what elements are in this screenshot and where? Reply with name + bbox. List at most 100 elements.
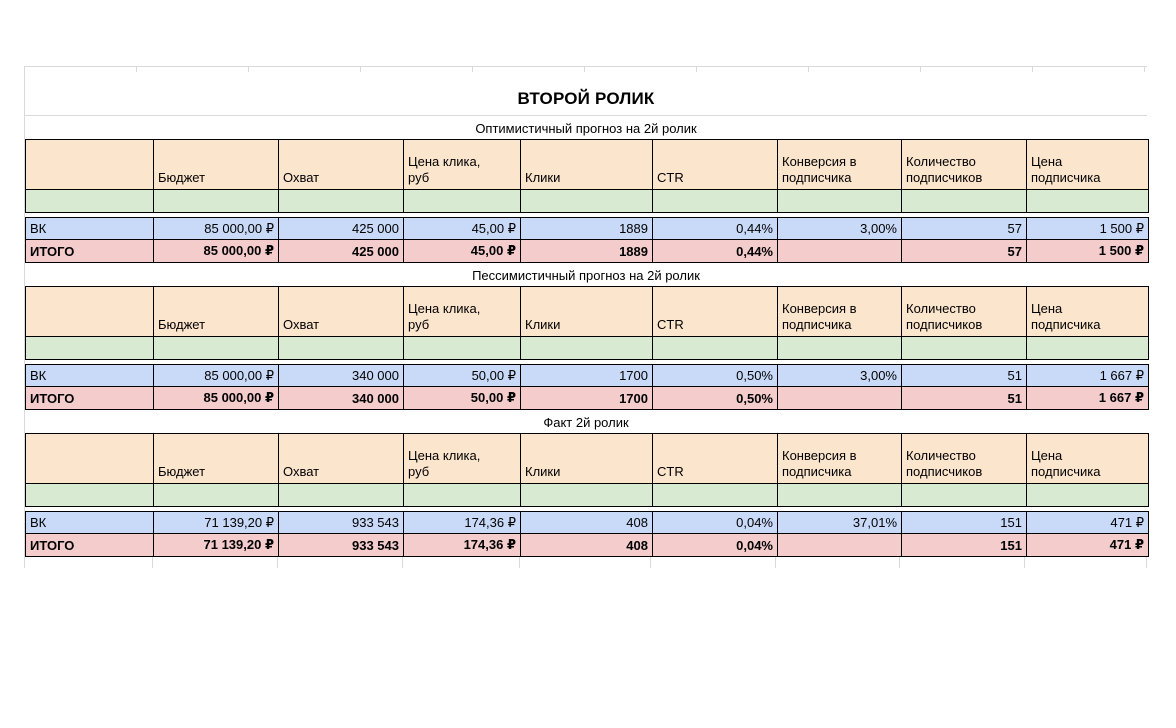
- row-label-cell[interactable]: ВК: [25, 364, 154, 387]
- header-cell-conversion[interactable]: Конверсия в подписчика: [777, 139, 902, 190]
- header-cell-subscribers[interactable]: Количество подписчиков: [901, 433, 1027, 484]
- data-cell-cpc[interactable]: 174,36 ₽: [403, 511, 521, 534]
- data-cell-conversion[interactable]: [777, 239, 902, 263]
- header-cell-subscribers[interactable]: Количество подписчиков: [901, 139, 1027, 190]
- empty-cell[interactable]: [278, 336, 404, 360]
- empty-cell[interactable]: [901, 336, 1027, 360]
- header-cell-ctr[interactable]: CTR: [652, 433, 778, 484]
- data-cell-conversion[interactable]: [777, 386, 902, 410]
- data-cell-conversion[interactable]: 3,00%: [777, 217, 902, 240]
- header-cell-budget[interactable]: Бюджет: [153, 139, 279, 190]
- header-cell-clicks[interactable]: Клики: [520, 433, 653, 484]
- data-cell-subscribers[interactable]: 151: [901, 511, 1027, 534]
- data-cell-clicks[interactable]: 408: [520, 533, 653, 557]
- data-cell-clicks[interactable]: 1700: [520, 364, 653, 387]
- empty-cell[interactable]: [25, 483, 154, 507]
- data-cell-subscribers[interactable]: 51: [901, 386, 1027, 410]
- data-cell-cpc[interactable]: 50,00 ₽: [403, 364, 521, 387]
- header-cell-cpc[interactable]: Цена клика, руб: [403, 139, 521, 190]
- empty-cell[interactable]: [278, 189, 404, 213]
- empty-cell[interactable]: [1026, 336, 1149, 360]
- data-cell-clicks[interactable]: 1889: [520, 239, 653, 263]
- header-cell-conversion[interactable]: Конверсия в подписчика: [777, 286, 902, 337]
- data-cell-budget[interactable]: 71 139,20 ₽: [153, 533, 279, 557]
- data-cell-conversion[interactable]: [777, 533, 902, 557]
- header-cell-conversion[interactable]: Конверсия в подписчика: [777, 433, 902, 484]
- empty-cell[interactable]: [777, 189, 902, 213]
- header-cell-cpc[interactable]: Цена клика, руб: [403, 286, 521, 337]
- empty-cell[interactable]: [403, 483, 521, 507]
- empty-cell[interactable]: [901, 483, 1027, 507]
- data-cell-budget[interactable]: 85 000,00 ₽: [153, 364, 279, 387]
- data-cell-budget[interactable]: 85 000,00 ₽: [153, 239, 279, 263]
- empty-cell[interactable]: [25, 336, 154, 360]
- data-cell-reach[interactable]: 933 543: [278, 533, 404, 557]
- data-cell-ctr[interactable]: 0,50%: [652, 386, 778, 410]
- data-cell-reach[interactable]: 425 000: [278, 217, 404, 240]
- empty-cell[interactable]: [777, 483, 902, 507]
- header-cell-blank[interactable]: [25, 433, 154, 484]
- empty-cell[interactable]: [520, 189, 653, 213]
- empty-cell[interactable]: [153, 189, 279, 213]
- data-cell-ctr[interactable]: 0,04%: [652, 511, 778, 534]
- empty-cell[interactable]: [652, 483, 778, 507]
- data-cell-cpc[interactable]: 45,00 ₽: [403, 239, 521, 263]
- row-label-cell[interactable]: ИТОГО: [25, 386, 154, 410]
- data-cell-cpc[interactable]: 174,36 ₽: [403, 533, 521, 557]
- header-cell-blank[interactable]: [25, 139, 154, 190]
- data-cell-clicks[interactable]: 1889: [520, 217, 653, 240]
- data-cell-subscribers[interactable]: 57: [901, 239, 1027, 263]
- data-cell-ctr[interactable]: 0,44%: [652, 217, 778, 240]
- empty-cell[interactable]: [1026, 483, 1149, 507]
- header-cell-clicks[interactable]: Клики: [520, 139, 653, 190]
- header-cell-cost-per-subscriber[interactable]: Цена подписчика: [1026, 433, 1149, 484]
- data-cell-subscribers[interactable]: 151: [901, 533, 1027, 557]
- header-cell-reach[interactable]: Охват: [278, 433, 404, 484]
- empty-cell[interactable]: [652, 336, 778, 360]
- row-label-cell[interactable]: ИТОГО: [25, 239, 154, 263]
- data-cell-clicks[interactable]: 1700: [520, 386, 653, 410]
- empty-cell[interactable]: [520, 483, 653, 507]
- data-cell-conversion[interactable]: 3,00%: [777, 364, 902, 387]
- header-cell-ctr[interactable]: CTR: [652, 286, 778, 337]
- data-cell-cost-per-subscriber[interactable]: 1 500 ₽: [1026, 217, 1149, 240]
- data-cell-cost-per-subscriber[interactable]: 1 500 ₽: [1026, 239, 1149, 263]
- data-cell-budget[interactable]: 85 000,00 ₽: [153, 386, 279, 410]
- header-cell-budget[interactable]: Бюджет: [153, 433, 279, 484]
- data-cell-subscribers[interactable]: 51: [901, 364, 1027, 387]
- data-cell-ctr[interactable]: 0,44%: [652, 239, 778, 263]
- row-label-cell[interactable]: ВК: [25, 217, 154, 240]
- header-cell-cost-per-subscriber[interactable]: Цена подписчика: [1026, 286, 1149, 337]
- empty-cell[interactable]: [1026, 189, 1149, 213]
- data-cell-budget[interactable]: 85 000,00 ₽: [153, 217, 279, 240]
- empty-cell[interactable]: [777, 336, 902, 360]
- data-cell-cost-per-subscriber[interactable]: 1 667 ₽: [1026, 386, 1149, 410]
- data-cell-cost-per-subscriber[interactable]: 471 ₽: [1026, 533, 1149, 557]
- data-cell-budget[interactable]: 71 139,20 ₽: [153, 511, 279, 534]
- empty-cell[interactable]: [403, 189, 521, 213]
- empty-cell[interactable]: [25, 189, 154, 213]
- header-cell-subscribers[interactable]: Количество подписчиков: [901, 286, 1027, 337]
- data-cell-reach[interactable]: 933 543: [278, 511, 404, 534]
- data-cell-reach[interactable]: 340 000: [278, 386, 404, 410]
- data-cell-cost-per-subscriber[interactable]: 471 ₽: [1026, 511, 1149, 534]
- header-cell-budget[interactable]: Бюджет: [153, 286, 279, 337]
- empty-cell[interactable]: [901, 189, 1027, 213]
- header-cell-clicks[interactable]: Клики: [520, 286, 653, 337]
- empty-cell[interactable]: [652, 189, 778, 213]
- data-cell-clicks[interactable]: 408: [520, 511, 653, 534]
- empty-cell[interactable]: [278, 483, 404, 507]
- data-cell-cost-per-subscriber[interactable]: 1 667 ₽: [1026, 364, 1149, 387]
- data-cell-cpc[interactable]: 45,00 ₽: [403, 217, 521, 240]
- row-label-cell[interactable]: ВК: [25, 511, 154, 534]
- empty-cell[interactable]: [403, 336, 521, 360]
- empty-cell[interactable]: [153, 336, 279, 360]
- data-cell-ctr[interactable]: 0,04%: [652, 533, 778, 557]
- data-cell-reach[interactable]: 425 000: [278, 239, 404, 263]
- empty-cell[interactable]: [153, 483, 279, 507]
- data-cell-cpc[interactable]: 50,00 ₽: [403, 386, 521, 410]
- empty-cell[interactable]: [520, 336, 653, 360]
- header-cell-cost-per-subscriber[interactable]: Цена подписчика: [1026, 139, 1149, 190]
- header-cell-reach[interactable]: Охват: [278, 286, 404, 337]
- row-label-cell[interactable]: ИТОГО: [25, 533, 154, 557]
